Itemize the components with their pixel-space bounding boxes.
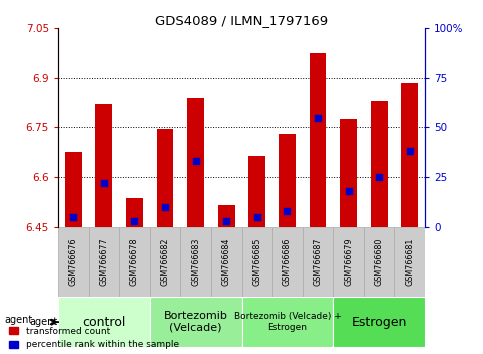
Bar: [333, 297, 425, 347]
Text: Bortezomib
(Velcade): Bortezomib (Velcade): [164, 311, 227, 333]
Bar: [272, 227, 303, 297]
Bar: [156, 129, 173, 227]
Point: [192, 158, 199, 164]
Bar: [371, 101, 387, 227]
Bar: [242, 227, 272, 297]
Bar: [65, 152, 82, 227]
Text: GSM766683: GSM766683: [191, 237, 200, 286]
Point: [284, 208, 291, 213]
Bar: [218, 205, 235, 227]
Text: GSM766682: GSM766682: [160, 237, 170, 286]
Text: GSM766676: GSM766676: [69, 237, 78, 286]
Text: GSM766681: GSM766681: [405, 237, 414, 286]
Point: [314, 115, 322, 120]
Text: Estrogen: Estrogen: [352, 316, 407, 329]
Bar: [58, 227, 88, 297]
Text: agent: agent: [30, 317, 58, 327]
Point: [406, 148, 413, 154]
Text: GSM766679: GSM766679: [344, 237, 353, 286]
Text: Bortezomib (Velcade) +
Estrogen: Bortezomib (Velcade) + Estrogen: [233, 313, 341, 332]
Point: [100, 180, 108, 186]
Title: GDS4089 / ILMN_1797169: GDS4089 / ILMN_1797169: [155, 14, 328, 27]
Bar: [96, 104, 112, 227]
Bar: [180, 227, 211, 297]
Bar: [333, 227, 364, 297]
Bar: [364, 227, 395, 297]
Point: [161, 204, 169, 210]
Text: GSM766680: GSM766680: [375, 237, 384, 286]
Bar: [340, 119, 357, 227]
Bar: [279, 134, 296, 227]
Bar: [88, 227, 119, 297]
Bar: [303, 227, 333, 297]
Bar: [242, 297, 333, 347]
Text: GSM766686: GSM766686: [283, 237, 292, 286]
Point: [222, 218, 230, 223]
Text: agent: agent: [5, 315, 33, 325]
Bar: [248, 155, 265, 227]
Point: [130, 218, 138, 223]
Point: [375, 174, 383, 180]
Point: [70, 214, 77, 219]
Bar: [310, 53, 327, 227]
Legend: transformed count, percentile rank within the sample: transformed count, percentile rank withi…: [9, 327, 179, 349]
Bar: [211, 227, 242, 297]
Text: GSM766677: GSM766677: [99, 237, 108, 286]
Bar: [395, 227, 425, 297]
Bar: [150, 297, 242, 347]
Bar: [58, 297, 150, 347]
Bar: [126, 199, 143, 227]
Text: GSM766684: GSM766684: [222, 237, 231, 286]
Bar: [119, 227, 150, 297]
Bar: [401, 83, 418, 227]
Text: control: control: [82, 316, 126, 329]
Text: GSM766687: GSM766687: [313, 237, 323, 286]
Bar: [150, 227, 180, 297]
Bar: [187, 98, 204, 227]
Point: [345, 188, 353, 194]
Text: GSM766678: GSM766678: [130, 237, 139, 286]
Text: GSM766685: GSM766685: [252, 237, 261, 286]
Point: [253, 214, 261, 219]
